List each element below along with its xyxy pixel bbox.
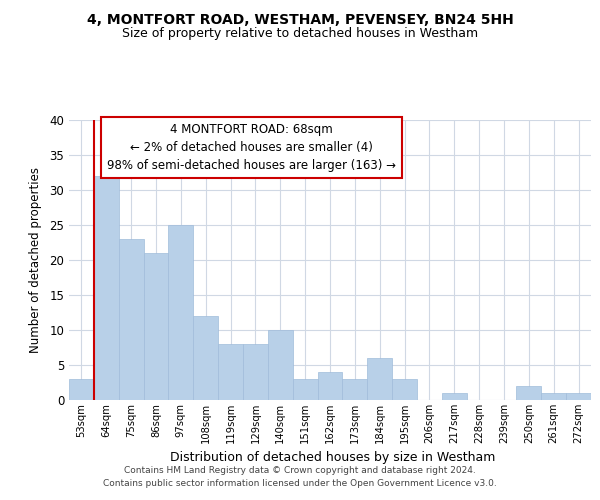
Bar [169,225,193,400]
Bar [69,379,94,400]
Bar [541,393,566,400]
Bar [566,393,591,400]
Text: 4 MONTFORT ROAD: 68sqm
← 2% of detached houses are smaller (4)
98% of semi-detac: 4 MONTFORT ROAD: 68sqm ← 2% of detached … [107,123,396,172]
Bar [317,372,343,400]
Bar [293,379,317,400]
Text: Distribution of detached houses by size in Westham: Distribution of detached houses by size … [170,451,496,464]
Bar [367,358,392,400]
Bar [94,176,119,400]
Bar [218,344,243,400]
Text: Size of property relative to detached houses in Westham: Size of property relative to detached ho… [122,28,478,40]
Bar [143,253,169,400]
Bar [392,379,417,400]
Bar [268,330,293,400]
Bar [517,386,541,400]
Y-axis label: Number of detached properties: Number of detached properties [29,167,43,353]
Bar [193,316,218,400]
Bar [243,344,268,400]
Text: 4, MONTFORT ROAD, WESTHAM, PEVENSEY, BN24 5HH: 4, MONTFORT ROAD, WESTHAM, PEVENSEY, BN2… [86,12,514,26]
Text: Contains HM Land Registry data © Crown copyright and database right 2024.
Contai: Contains HM Land Registry data © Crown c… [103,466,497,487]
Bar [343,379,367,400]
Bar [119,239,143,400]
Bar [442,393,467,400]
